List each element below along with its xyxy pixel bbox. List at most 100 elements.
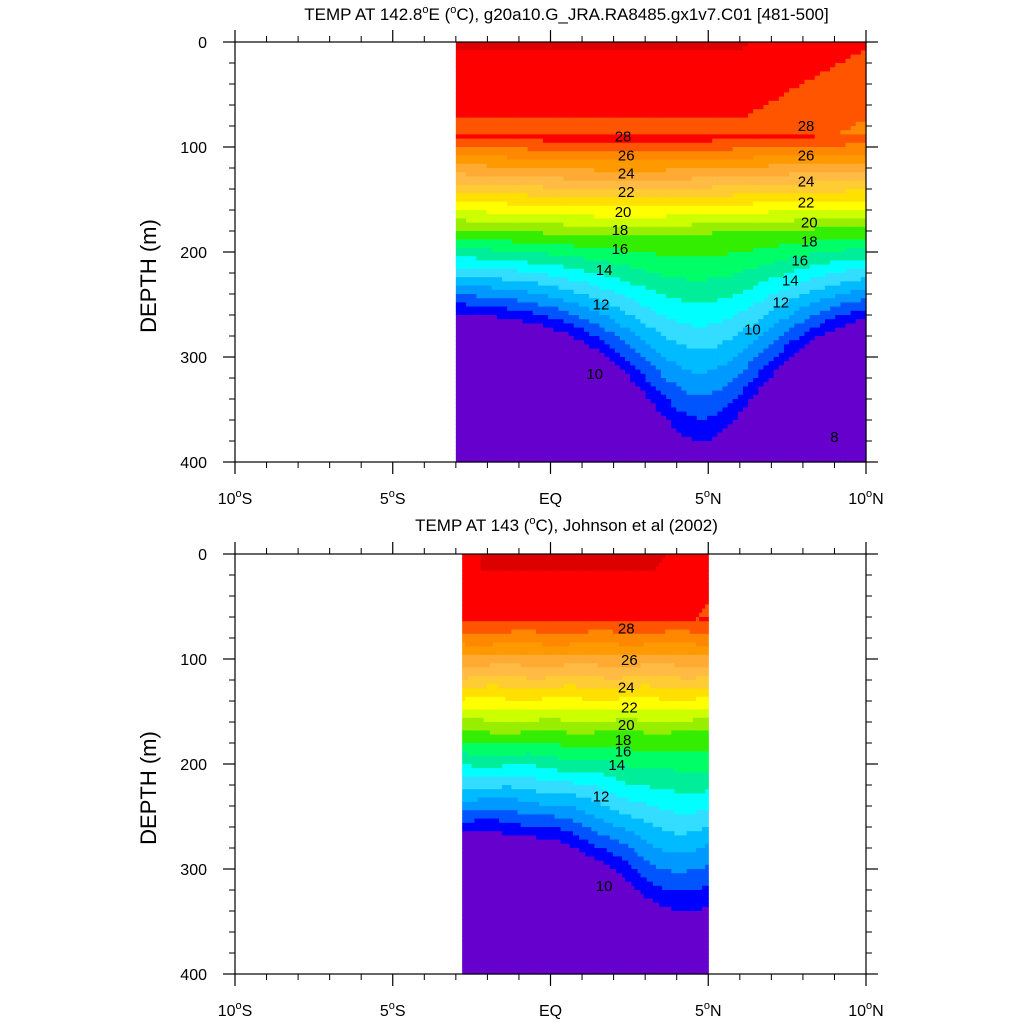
field-cell (466, 378, 472, 383)
field-cell (507, 365, 513, 371)
field-cell (517, 378, 524, 383)
field-cell (681, 159, 688, 165)
field-cell (686, 235, 693, 240)
field-cell (491, 399, 498, 404)
field-cell (640, 378, 647, 383)
field-cell (548, 113, 554, 119)
field-cell (537, 445, 544, 450)
field-cell (460, 420, 467, 425)
field-cell (691, 92, 698, 98)
field-cell (486, 252, 493, 257)
field-cell (548, 243, 554, 249)
field-cell (517, 113, 524, 119)
field-cell (619, 348, 626, 354)
field-cell (481, 399, 488, 404)
field-cell (630, 205, 636, 211)
field-cell (522, 88, 529, 93)
field-cell (568, 201, 575, 207)
field-cell (512, 100, 518, 106)
field-cell (558, 138, 565, 144)
field-cell (486, 403, 493, 408)
field-cell (476, 134, 483, 140)
field-cell (594, 75, 601, 81)
field-cell (609, 386, 616, 392)
field-cell (455, 163, 462, 169)
field-cell (619, 96, 626, 102)
field-cell (512, 407, 518, 413)
field-cell (512, 378, 518, 383)
field-cell (455, 285, 462, 291)
field-cell (635, 189, 642, 194)
field-cell (589, 168, 595, 173)
field-cell (686, 226, 693, 232)
field-cell (671, 273, 677, 278)
field-cell (630, 180, 636, 186)
field-cell (584, 340, 590, 345)
field-cell (625, 58, 631, 64)
field-cell (548, 373, 554, 379)
field-cell (522, 315, 529, 320)
field-cell (578, 138, 585, 144)
field-cell (522, 168, 529, 173)
field-cell (614, 180, 621, 186)
field-cell (558, 277, 565, 282)
field-cell (686, 92, 693, 98)
field-cell (599, 214, 606, 219)
field-cell (614, 109, 621, 114)
field-cell (650, 105, 657, 110)
field-cell (512, 449, 518, 455)
field-cell (707, 281, 713, 287)
field-cell (471, 369, 477, 375)
field-cell (532, 348, 539, 354)
field-cell (594, 193, 601, 198)
field-cell (455, 138, 462, 144)
field-cell (589, 79, 595, 85)
field-cell (553, 168, 559, 173)
field-cell (681, 130, 688, 135)
field-cell (650, 134, 657, 140)
field-cell (584, 348, 590, 354)
field-cell (681, 281, 688, 287)
field-cell (630, 256, 636, 261)
field-cell (460, 193, 467, 198)
field-cell (532, 352, 539, 358)
field-cell (650, 277, 657, 282)
field-cell (486, 113, 493, 119)
field-cell (517, 159, 524, 165)
field-cell (512, 441, 518, 446)
field-cell (486, 159, 493, 165)
field-cell (517, 277, 524, 282)
field-cell (584, 403, 590, 408)
field-cell (578, 235, 585, 240)
field-cell (496, 336, 503, 341)
field-cell (517, 184, 524, 190)
field-cell (517, 302, 524, 308)
field-cell (553, 239, 559, 245)
field-cell (655, 252, 662, 257)
field-cell (625, 298, 631, 303)
field-cell (650, 96, 657, 102)
field-cell (604, 117, 611, 123)
field-cell (512, 151, 518, 156)
field-cell (563, 218, 570, 224)
field-cell (573, 46, 580, 51)
field-cell (548, 264, 554, 270)
field-cell (671, 121, 677, 127)
field-cell (660, 243, 667, 249)
field-cell (676, 357, 683, 362)
field-cell (578, 340, 585, 345)
field-cell (681, 273, 688, 278)
field-cell (512, 159, 518, 165)
field-cell (522, 180, 529, 186)
field-cell (476, 163, 483, 169)
field-cell (568, 71, 575, 77)
field-cell (676, 336, 683, 341)
field-cell (584, 71, 590, 77)
field-cell (532, 357, 539, 362)
field-cell (691, 298, 698, 303)
field-cell (481, 226, 488, 232)
field-cell (568, 294, 575, 299)
field-cell (553, 302, 559, 308)
field-cell (471, 441, 477, 446)
field-cell (578, 42, 585, 47)
